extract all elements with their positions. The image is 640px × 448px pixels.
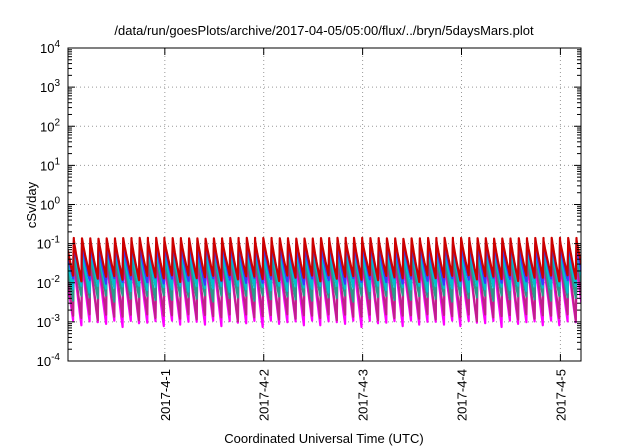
y-tick-label: 10-3 [37,313,61,330]
series-group [68,236,581,329]
y-tick-label: 10-2 [37,274,61,291]
x-axis: 2017-4-1 2017-4-2 2017-4-3 2017-4-4 2017-4-5 [158,48,568,421]
x-tick-label: 2017-4-1 [158,369,173,421]
x-axis-label: Coordinated Universal Time (UTC) [224,431,423,446]
y-tick-label: 103 [40,78,60,95]
grid [68,48,581,361]
x-tick-label: 2017-4-5 [553,369,568,421]
y-axis-label: cSv/day [24,181,39,228]
x-tick-label: 2017-4-2 [257,369,272,421]
chart-title: /data/run/goesPlots/archive/2017-04-05/0… [114,23,534,38]
y-axis: 10-4 10-3 10-2 10-1 100 101 102 103 104 [37,39,581,369]
y-tick-label: 101 [40,156,60,173]
y-tick-label: 100 [40,196,60,213]
x-tick-label: 2017-4-3 [356,369,371,421]
x-tick-label: 2017-4-4 [455,369,470,421]
y-tick-label: 10-1 [37,235,61,252]
y-tick-label: 10-4 [37,352,61,369]
y-tick-label: 104 [40,39,60,56]
y-tick-label: 102 [40,117,60,134]
series-line [68,236,581,283]
